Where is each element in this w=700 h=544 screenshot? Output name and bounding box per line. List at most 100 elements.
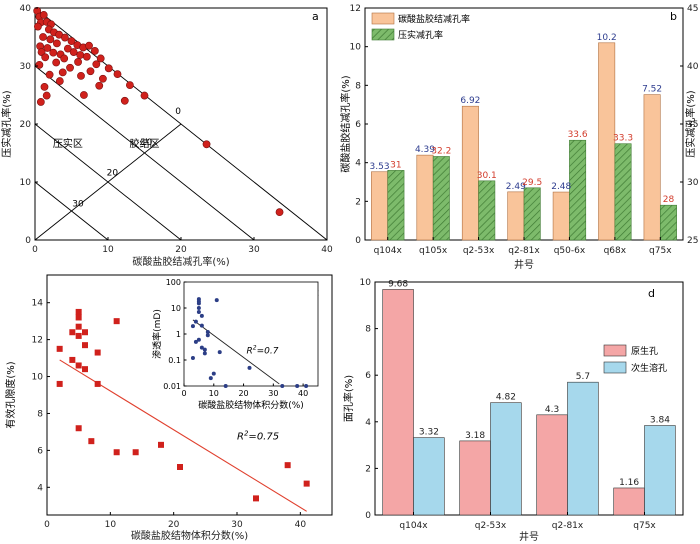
scatter-point bbox=[60, 54, 69, 63]
inset-point bbox=[214, 298, 219, 303]
inset-point bbox=[190, 355, 195, 360]
y-axis-label: 面孔率(%) bbox=[342, 375, 355, 422]
legend-label-primary: 原生孔 bbox=[631, 345, 658, 357]
scatter-point bbox=[42, 91, 51, 100]
legend-swatch-cement bbox=[371, 12, 395, 25]
inset-point bbox=[217, 350, 222, 355]
inset-point bbox=[223, 384, 228, 388]
inset-y-tick-label: 1 bbox=[176, 330, 181, 339]
bar-primary-q2-81x bbox=[536, 414, 568, 516]
scatter-point bbox=[82, 366, 88, 373]
inset-point bbox=[196, 301, 201, 306]
y2-tick-label: 25 bbox=[687, 236, 698, 246]
scatter-point bbox=[52, 58, 61, 67]
inset-r2-value: 0.7 bbox=[264, 346, 279, 356]
scatter-point bbox=[95, 81, 104, 90]
bar-compaction-q75x bbox=[659, 204, 677, 241]
bar-cement-q105x bbox=[416, 154, 434, 241]
bar-primary-q104x bbox=[382, 289, 414, 516]
scatter-point bbox=[88, 438, 95, 445]
inset-point bbox=[205, 329, 210, 334]
data-label-secondary: 3.84 bbox=[650, 416, 670, 426]
scatter-point bbox=[35, 60, 44, 69]
y-axis-label: 压实减孔率(%) bbox=[0, 90, 13, 157]
data-label-cement: 4.39 bbox=[415, 145, 435, 155]
y-tick-label: 4 bbox=[355, 159, 361, 169]
y2-tick-label: 45 bbox=[687, 4, 698, 14]
category-label: q75x bbox=[633, 521, 656, 531]
scatter-point bbox=[39, 33, 47, 41]
bar-cement-q104x bbox=[371, 171, 389, 241]
scatter-point bbox=[120, 96, 129, 105]
inset-point bbox=[211, 371, 216, 376]
scatter-point bbox=[132, 449, 139, 456]
y-tick-label: 4 bbox=[365, 418, 371, 428]
scatter-point bbox=[77, 71, 85, 80]
scatter-point bbox=[39, 11, 48, 19]
scatter-point bbox=[66, 63, 74, 72]
legend-swatch-secondary bbox=[603, 361, 627, 374]
inset-x-tick-label: 0 bbox=[181, 389, 186, 398]
y-tick-label: 30 bbox=[20, 62, 32, 72]
inset-point bbox=[280, 384, 285, 388]
bar-secondary-q75x bbox=[644, 425, 676, 516]
region-label-cementation: 胶结区 bbox=[130, 137, 160, 150]
y-tick-label: 10 bbox=[20, 178, 32, 188]
scatter-point bbox=[113, 318, 120, 325]
bar-secondary-q2-53x bbox=[490, 402, 522, 516]
data-label-secondary: 3.32 bbox=[419, 428, 439, 438]
scatter-point bbox=[56, 345, 63, 352]
diagonal-label-0: 0 bbox=[175, 107, 181, 117]
panel-b-letter: b bbox=[670, 10, 677, 23]
scatter-point bbox=[41, 53, 50, 62]
y-tick-label: 8 bbox=[365, 325, 371, 335]
inset-point bbox=[247, 365, 252, 370]
scatter-point bbox=[69, 329, 76, 336]
scatter-point bbox=[75, 332, 82, 339]
scatter-point bbox=[80, 91, 88, 99]
data-label-compaction: 29.5 bbox=[522, 178, 542, 188]
region-split-line bbox=[34, 123, 182, 241]
y-tick-label: 2 bbox=[355, 197, 361, 207]
panel-c: c R2=0.75 0102030400.010.1110100碳酸盐胶结物体积… bbox=[4, 274, 333, 542]
inset-point bbox=[190, 324, 195, 329]
scatter-point bbox=[140, 91, 149, 100]
category-label: q2-81x bbox=[552, 521, 584, 531]
bar-secondary-q104x bbox=[413, 437, 445, 516]
inset-point bbox=[199, 313, 204, 318]
scatter-point bbox=[82, 342, 88, 349]
y-tick-label: 4 bbox=[37, 483, 43, 493]
data-label-compaction: 30.1 bbox=[477, 171, 497, 181]
bar-compaction-q2-53x bbox=[478, 180, 496, 241]
y-tick-label: 20 bbox=[20, 120, 32, 130]
data-label-primary: 4.3 bbox=[545, 405, 559, 415]
inset-r2-equals: = bbox=[257, 346, 265, 356]
y-tick-label: 14 bbox=[32, 299, 44, 309]
category-label: q2-53x bbox=[463, 246, 495, 256]
y-tick-label: 6 bbox=[355, 120, 361, 130]
y-tick-label: 12 bbox=[350, 4, 361, 14]
bar-cement-q75x bbox=[643, 94, 661, 241]
bar-cement-q50-6x bbox=[552, 191, 570, 241]
inset-point bbox=[202, 347, 207, 352]
x-tick-label: 40 bbox=[321, 245, 333, 255]
scatter-point bbox=[177, 464, 183, 470]
scatter-point bbox=[75, 362, 82, 369]
scatter-point bbox=[45, 70, 54, 79]
panel-d: d 9.68 3.32 3.18 4.82 4.3 5.7 1.16 3.84 q104x q2… bbox=[342, 278, 684, 543]
scatter-point bbox=[253, 495, 259, 502]
scatter-point bbox=[36, 98, 45, 106]
scatter-point bbox=[98, 74, 107, 83]
x-tick-label: 30 bbox=[248, 245, 260, 255]
x-tick-label: 30 bbox=[231, 520, 243, 530]
scatter-point bbox=[303, 480, 310, 487]
scatter-point bbox=[55, 77, 64, 85]
inset-y-tick-label: 0.1 bbox=[168, 356, 181, 365]
inset-r2-annotation: R2=0.7 bbox=[247, 344, 279, 356]
scatter-point bbox=[275, 208, 284, 217]
scatter-point bbox=[86, 67, 95, 76]
category-label: q104x bbox=[374, 246, 403, 256]
category-label: q104x bbox=[399, 521, 428, 531]
x-axis-label: 井号 bbox=[514, 258, 534, 271]
scatter-point bbox=[94, 380, 101, 387]
